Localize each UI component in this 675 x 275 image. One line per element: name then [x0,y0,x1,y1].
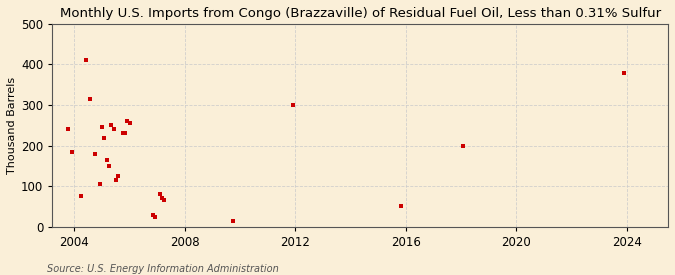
Point [85,97,96,101]
Point [106,123,117,128]
Point [76,194,87,199]
Point [99,135,110,140]
Point [67,150,78,154]
Point [81,58,92,63]
Point [62,126,73,131]
Title: Monthly U.S. Imports from Congo (Brazzaville) of Residual Fuel Oil, Less than 0.: Monthly U.S. Imports from Congo (Brazzav… [59,7,661,20]
Point [113,174,124,178]
Point [97,125,107,130]
Point [458,144,468,148]
Point [288,103,298,107]
Point [122,119,133,123]
Text: Source: U.S. Energy Information Administration: Source: U.S. Energy Information Administ… [47,264,279,274]
Point [154,192,165,197]
Point [111,178,122,182]
Point [124,121,135,125]
Point [619,71,630,76]
Point [396,204,406,209]
Y-axis label: Thousand Barrels: Thousand Barrels [7,77,17,174]
Point [150,214,161,219]
Point [101,158,112,162]
Point [108,127,119,132]
Point [117,131,128,136]
Point [147,212,158,217]
Point [103,164,114,168]
Point [90,152,101,156]
Point [159,198,169,203]
Point [95,182,105,186]
Point [119,131,130,136]
Point [157,196,167,200]
Point [228,219,239,223]
